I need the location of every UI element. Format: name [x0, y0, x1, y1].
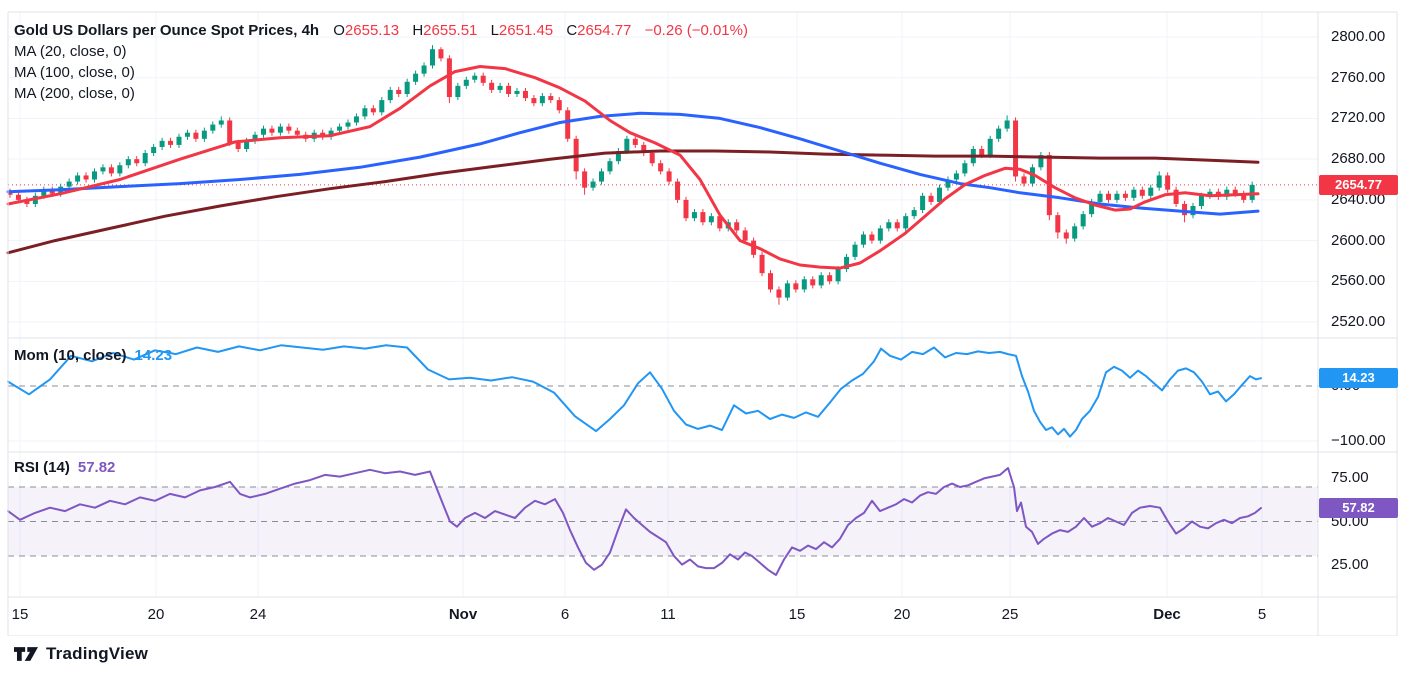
rsi-tick-label: 75.00: [1331, 469, 1369, 487]
price-tick-label: 2520.00: [1331, 313, 1386, 331]
symbol-legend-row[interactable]: Gold US Dollars per Ounce Spot Prices, 4…: [14, 20, 757, 41]
price-tick-label: 2720.00: [1331, 109, 1386, 127]
current-price-badge: 2654.77: [1319, 174, 1398, 195]
high-label: H: [412, 22, 424, 39]
time-tick-label: 6: [560, 606, 570, 623]
time-tick-label: Dec: [1153, 606, 1181, 623]
tradingview-logo-icon: [14, 647, 38, 661]
time-tick-label: Nov: [448, 606, 478, 623]
price-tick-label: 2600.00: [1331, 231, 1386, 249]
momentum-value: 14.23: [134, 347, 173, 364]
time-tick-label: 24: [249, 606, 267, 623]
time-tick-label: 15: [11, 606, 29, 623]
ma200-legend-row[interactable]: MA (200, close, 0): [14, 83, 757, 104]
ma100-legend-row[interactable]: MA (100, close, 0): [14, 62, 757, 83]
price-tick-label: 2760.00: [1331, 68, 1386, 86]
price-axis[interactable]: 2800.00 2760.00 2720.00 2680.00 2640.00 2600.…: [1318, 0, 1405, 636]
rsi-legend-row[interactable]: RSI (14) 57.82: [14, 459, 115, 476]
tradingview-logo-text: TradingView: [46, 644, 149, 663]
time-tick-label: 5: [1257, 606, 1267, 623]
rsi-tick-label: 25.00: [1331, 555, 1369, 573]
close-label: C: [566, 22, 578, 39]
price-tick-label: 2680.00: [1331, 150, 1386, 168]
momentum-label: Mom (10, close): [14, 347, 127, 364]
close-value: 2654.77: [577, 22, 632, 39]
footer-bar: TradingView: [0, 636, 1405, 674]
price-tick-label: 2560.00: [1331, 272, 1386, 290]
ma20-legend-row[interactable]: MA (20, close, 0): [14, 41, 757, 62]
ma20-legend-label: MA (20, close, 0): [14, 43, 127, 60]
ma100-legend-label: MA (100, close, 0): [14, 64, 135, 81]
rsi-value: 57.82: [77, 459, 116, 476]
open-label: O: [333, 22, 345, 39]
open-value: 2655.13: [344, 22, 400, 39]
rsi-label: RSI (14): [14, 459, 70, 476]
legend: Gold US Dollars per Ounce Spot Prices, 4…: [14, 20, 757, 104]
rsi-value-badge: 57.82: [1319, 498, 1398, 518]
time-tick-label: 11: [660, 606, 676, 623]
momentum-legend-row[interactable]: Mom (10, close) 14.23: [14, 347, 172, 364]
low-label: L: [490, 22, 499, 39]
time-axis[interactable]: 15 20 24 Nov 6 11 15 20 25 Dec 5: [0, 597, 1405, 636]
price-tick-label: 2800.00: [1331, 28, 1386, 45]
time-tick-label: 25: [1001, 606, 1019, 623]
change-value: −0.26 (−0.01%): [644, 22, 748, 39]
tradingview-logo-link[interactable]: TradingView: [14, 644, 148, 664]
momentum-value-badge: 14.23: [1319, 368, 1398, 389]
time-tick-label: 20: [147, 606, 165, 623]
time-tick-label: 15: [788, 606, 806, 623]
low-value: 2651.45: [498, 22, 554, 39]
time-tick-label: 20: [893, 606, 911, 623]
high-value: 2655.51: [423, 22, 478, 39]
ma200-legend-label: MA (200, close, 0): [14, 85, 135, 102]
price-tick-label: 2640.00: [1331, 190, 1386, 208]
symbol-title: Gold US Dollars per Ounce Spot Prices, 4…: [14, 22, 320, 39]
momentum-tick-label: −100.00: [1331, 432, 1386, 449]
